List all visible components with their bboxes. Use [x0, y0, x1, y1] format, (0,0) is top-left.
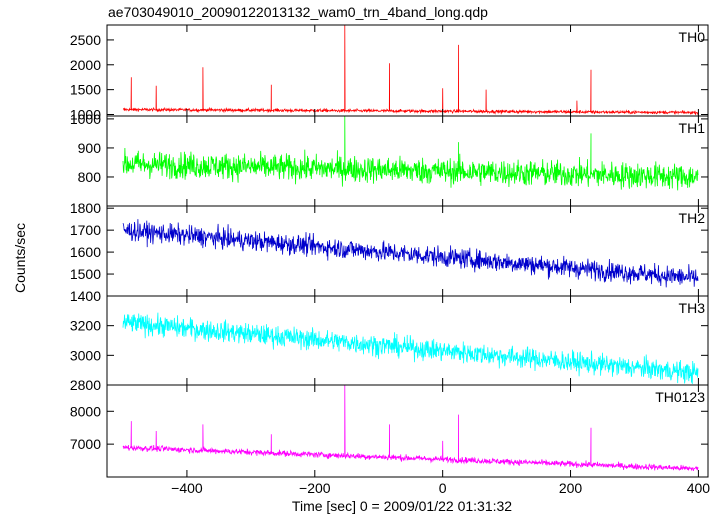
y-tick-label: 2800 — [70, 377, 101, 393]
panel-frame-th0123 — [106, 384, 709, 478]
panel-label-th2: TH2 — [679, 210, 706, 226]
y-tick-label: 8000 — [70, 403, 101, 419]
x-tick-label: 200 — [559, 480, 583, 496]
panel-label-th0: TH0 — [679, 29, 706, 45]
panel-label-th3: TH3 — [679, 300, 706, 316]
series-line-th3 — [122, 312, 699, 385]
y-tick-label: 1500 — [70, 82, 101, 98]
y-tick-label: 1700 — [70, 222, 101, 238]
panel-frame-th0 — [106, 24, 709, 117]
y-tick-label: 1500 — [70, 266, 101, 282]
y-tick-label: 1800 — [70, 200, 101, 216]
y-tick-label: 7000 — [70, 436, 101, 452]
y-tick-label: 2000 — [70, 57, 101, 73]
x-axis-label: Time [sec] 0 = 2009/01/22 01:31:32 — [291, 498, 513, 514]
series-line-th2 — [122, 219, 699, 288]
x-tick-label: −400 — [171, 480, 203, 496]
y-tick-label: 1000 — [70, 107, 101, 123]
y-tick-label: 3000 — [70, 347, 101, 363]
y-tick-label: 1400 — [70, 288, 101, 304]
x-tick-label: 0 — [439, 480, 447, 496]
x-tick-label: 400 — [687, 480, 711, 496]
y-tick-label: 1600 — [70, 244, 101, 260]
y-tick-label: 1000 — [70, 111, 101, 127]
series-line-th1 — [122, 115, 699, 191]
y-tick-label: 2500 — [70, 32, 101, 48]
panel-label-th0123: TH0123 — [655, 389, 705, 405]
series-line-th0 — [122, 24, 699, 116]
y-tick-label: 900 — [78, 140, 102, 156]
y-tick-label: 3200 — [70, 318, 101, 334]
x-tick-label: −200 — [299, 480, 331, 496]
series-line-th0123 — [122, 384, 699, 472]
panel-label-th1: TH1 — [679, 120, 706, 136]
y-tick-label: 800 — [78, 169, 102, 185]
chart-title: ae703049010_20090122013132_wam0_trn_4ban… — [108, 4, 488, 20]
